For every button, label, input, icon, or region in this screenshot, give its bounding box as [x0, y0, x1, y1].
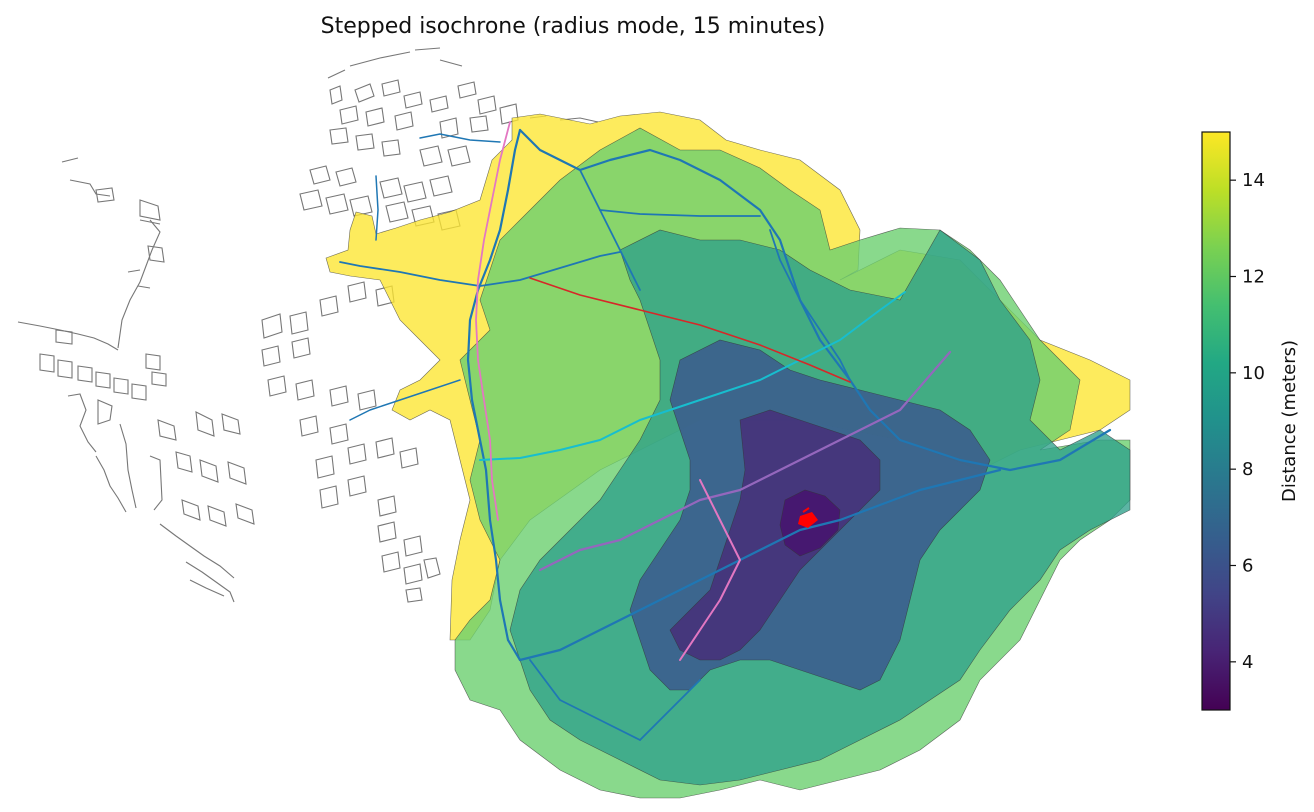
isochrone-zone-purple	[669, 409, 881, 661]
map-title: Stepped isochrone (radius mode, 15 minut…	[321, 14, 826, 39]
transit-network	[339, 121, 1112, 741]
isochrone-zones	[325, 111, 1131, 799]
colorbar-tick-label: 8	[1242, 459, 1253, 480]
colorbar-label: Distance (meters)	[1279, 340, 1300, 502]
colorbar: 4 6 8 10 12 14 Distance (meters)	[1201, 131, 1300, 711]
colorbar-gradient	[1201, 131, 1231, 711]
map-area	[17, 47, 1131, 799]
colorbar-tick-label: 14	[1242, 170, 1265, 191]
colorbar-tick-label: 6	[1242, 556, 1253, 577]
origin-marker	[798, 507, 818, 528]
colorbar-tick-label: 4	[1242, 652, 1253, 673]
colorbar-tick-label: 12	[1242, 267, 1265, 288]
colorbar-ticks: 4 6 8 10 12 14	[1230, 170, 1265, 673]
building-footprints	[17, 47, 599, 603]
colorbar-tick-label: 10	[1242, 363, 1265, 384]
